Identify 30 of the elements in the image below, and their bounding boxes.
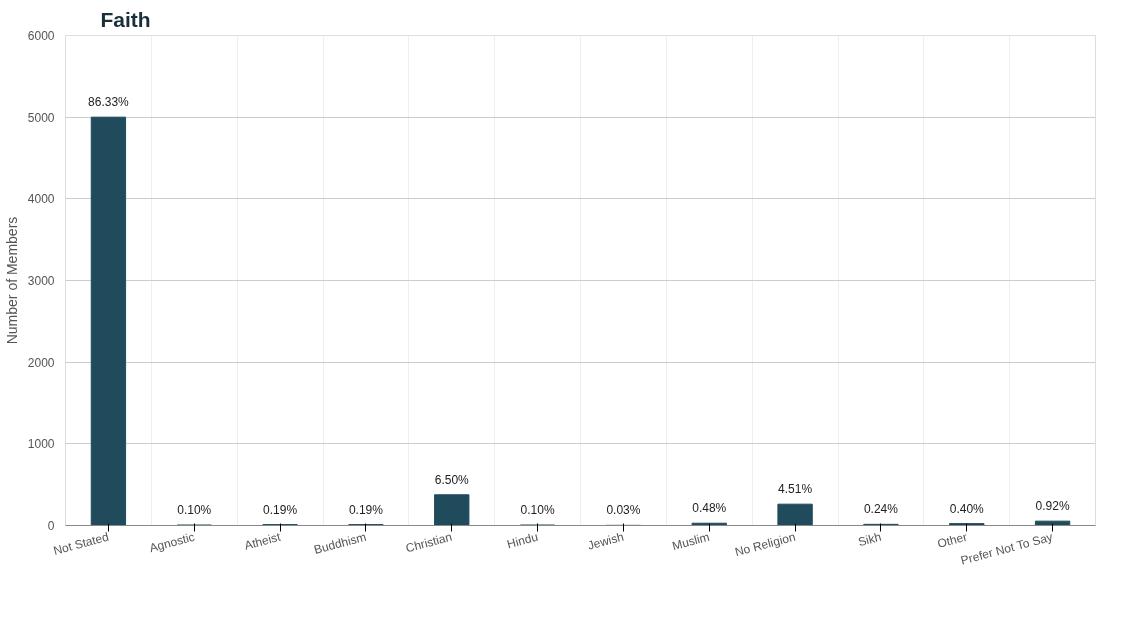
y-tick-label: 5000 [27, 110, 55, 125]
x-tick-label: Muslim [670, 529, 712, 554]
annotation: 0.40% [949, 501, 985, 516]
annotation: 6.50% [434, 472, 470, 487]
annotation: 0.10% [520, 503, 555, 518]
x-tick-label: Atheist [242, 529, 283, 553]
x-tick-label: Buddhism [312, 529, 368, 557]
annotation: 0.03% [606, 503, 641, 518]
annotation: 0.92% [1035, 499, 1070, 514]
y-tick-label: 4000 [27, 192, 55, 207]
x-tick-label: Sikh [856, 529, 883, 550]
x-tick-label: Christian [404, 529, 454, 556]
x-tick-label: Hindu [505, 529, 540, 552]
chart-title: Faith [100, 7, 151, 31]
y-tick-label: 1000 [27, 437, 55, 452]
annotation: 0.10% [177, 503, 212, 518]
x-tick-label: Other [935, 529, 969, 551]
y-tick-label: 2000 [27, 355, 55, 370]
annotation: 0.19% [348, 502, 384, 517]
annotation: 0.24% [863, 502, 899, 517]
annotation: 0.19% [263, 502, 298, 517]
x-tick-label: No Religion [733, 529, 797, 560]
y-tick-label: 3000 [27, 274, 55, 288]
y-tick-label: 6000 [27, 29, 55, 43]
x-tick-label: Jewish [586, 529, 626, 553]
annotation: 0.48% [692, 501, 727, 516]
annotation: 86.33% [88, 95, 130, 110]
x-tick-label: Agnostic [147, 529, 197, 556]
annotation: 4.51% [778, 482, 813, 497]
y-axis-title: Number of Members [3, 216, 20, 345]
